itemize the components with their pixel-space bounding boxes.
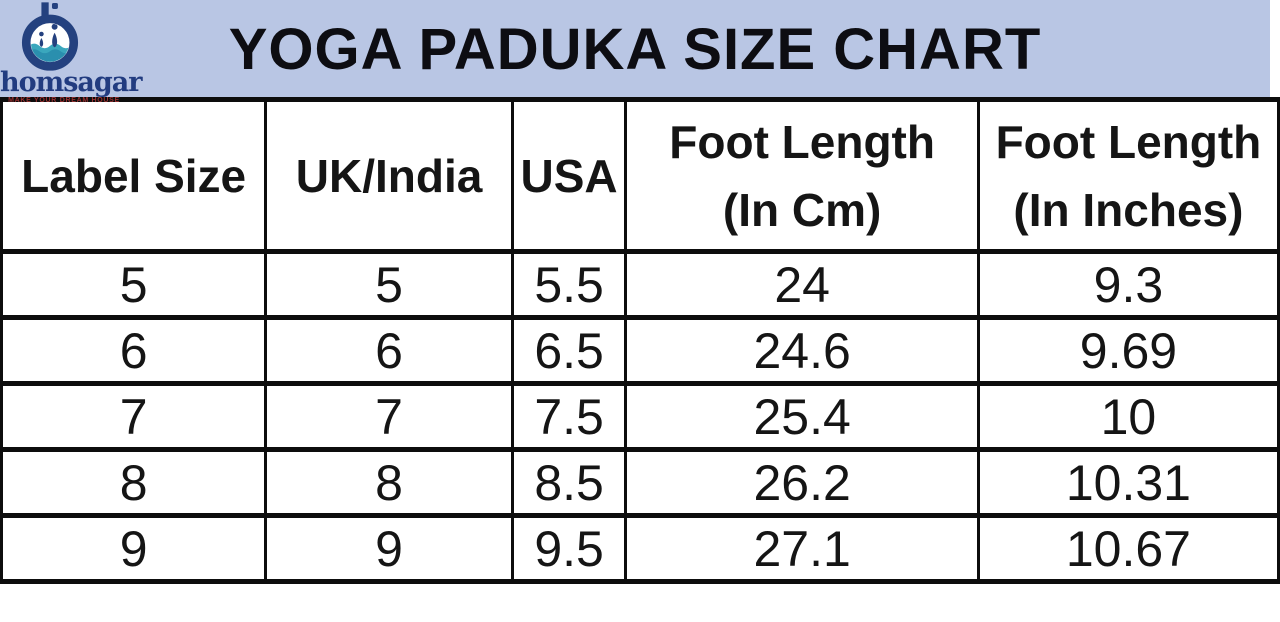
table-cell: 9 <box>264 513 514 584</box>
table-row: 8 8 8.5 26.2 10.31 <box>0 447 1280 518</box>
table-cell: 24 <box>624 249 980 320</box>
table-cell: 6 <box>0 315 268 386</box>
table-cell: 9.3 <box>976 249 1280 320</box>
page-title: YOGA PADUKA SIZE CHART <box>228 17 1042 82</box>
table-cell: 9.5 <box>510 513 628 584</box>
brand-name: homsagar <box>0 67 143 98</box>
table-cell: 8.5 <box>510 447 628 518</box>
table-cell: 26.2 <box>624 447 980 518</box>
table-cell: 5 <box>264 249 514 320</box>
column-header: Foot Length (In Cm) <box>624 97 980 254</box>
table-cell: 6 <box>264 315 514 386</box>
column-header: UK/India <box>264 97 514 254</box>
size-chart-body: 5 5 5.5 24 9.3 6 6 6.5 24.6 9.69 7 7 7.5 25.4 10 8 8 8.5 2… <box>0 249 1280 584</box>
table-cell: 8 <box>0 447 268 518</box>
table-cell: 6.5 <box>510 315 628 386</box>
table-row: 6 6 6.5 24.6 9.69 <box>0 315 1280 386</box>
size-chart-header-row: Label Size UK/India USA Foot Length (In Cm) F… <box>0 97 1280 254</box>
table-cell: 24.6 <box>624 315 980 386</box>
brand-tagline: MAKE YOUR DREAM HOUSE <box>8 97 120 104</box>
table-row: 9 9 9.5 27.1 10.67 <box>0 513 1280 584</box>
table-cell: 27.1 <box>624 513 980 584</box>
table-cell: 8 <box>264 447 514 518</box>
brand-logo: homsagar MAKE YOUR DREAM HOUSE <box>0 0 143 104</box>
column-header: Label Size <box>0 97 268 254</box>
homsagar-water-home-icon <box>21 2 79 71</box>
table-cell: 7 <box>264 381 514 452</box>
title-banner: YOGA PADUKA SIZE CHART <box>0 0 1270 97</box>
table-cell: 7.5 <box>510 381 628 452</box>
table-cell: 10.31 <box>976 447 1280 518</box>
table-cell: 7 <box>0 381 268 452</box>
table-cell: 10 <box>976 381 1280 452</box>
table-cell: 9.69 <box>976 315 1280 386</box>
table-cell: 5 <box>0 249 268 320</box>
column-header: USA <box>510 97 628 254</box>
column-header: Foot Length (In Inches) <box>976 97 1280 254</box>
table-cell: 9 <box>0 513 268 584</box>
table-row: 5 5 5.5 24 9.3 <box>0 249 1280 320</box>
table-cell: 5.5 <box>510 249 628 320</box>
table-cell: 10.67 <box>976 513 1280 584</box>
table-row: 7 7 7.5 25.4 10 <box>0 381 1280 452</box>
size-chart-table: Label Size UK/India USA Foot Length (In Cm) F… <box>0 97 1280 584</box>
table-cell: 25.4 <box>624 381 980 452</box>
